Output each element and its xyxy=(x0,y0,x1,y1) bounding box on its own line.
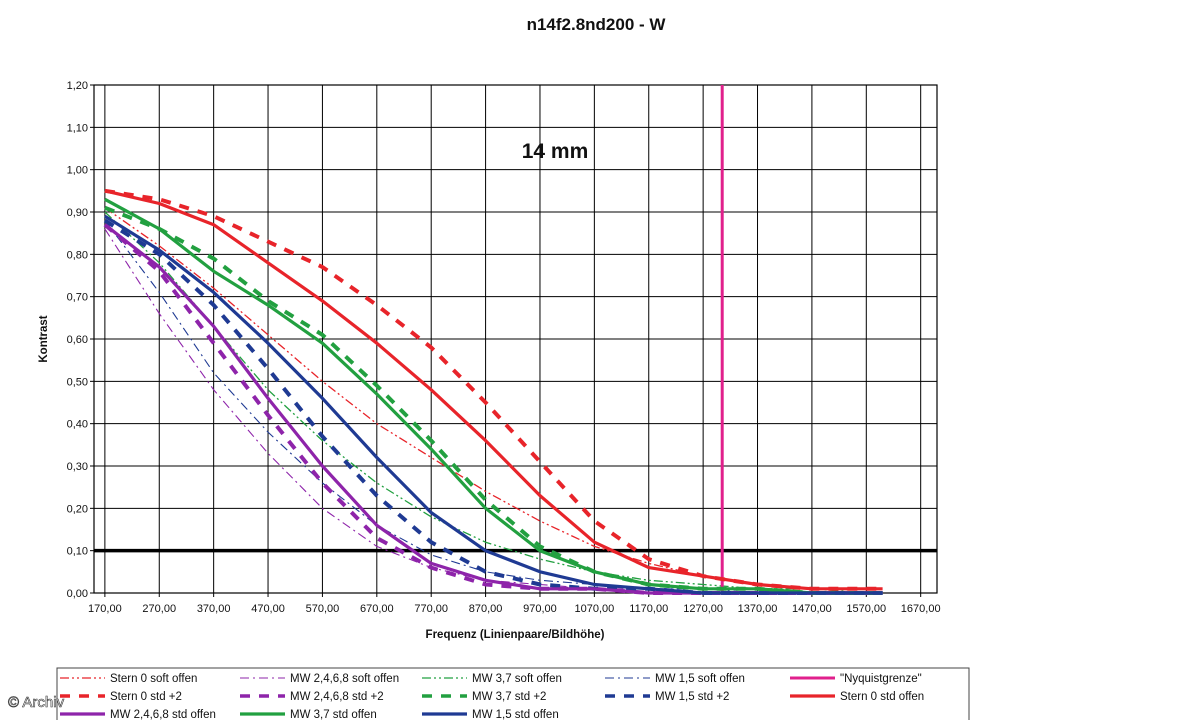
y-tick-label: 1,10 xyxy=(67,122,88,134)
legend-label: MW 3,7 std +2 xyxy=(472,691,546,703)
legend-label: MW 3,7 soft offen xyxy=(472,673,562,685)
series-line-1 xyxy=(104,228,883,594)
y-tick-label: 0,00 xyxy=(67,588,88,600)
x-tick-label: 1170,00 xyxy=(629,603,668,615)
watermark: © Archiv xyxy=(8,694,65,711)
tick-labels: 0,00 0,10 0,20 0,30 0,40 0,50 0,60 0,70 0,80 0,90… xyxy=(67,80,941,615)
series-line-12 xyxy=(104,214,883,595)
x-tick-label: 1470,00 xyxy=(792,603,832,615)
y-tick-label: 0,10 xyxy=(67,546,88,558)
x-tick-label: 770,00 xyxy=(414,603,448,615)
series-line-6 xyxy=(103,223,883,595)
x-tick-label: 1370,00 xyxy=(738,603,778,615)
series-lines xyxy=(103,85,883,595)
y-tick-label: 1,20 xyxy=(67,80,88,92)
series-line-7 xyxy=(104,205,883,595)
x-tick-label: 370,00 xyxy=(197,603,231,615)
x-tick-label: 1570,00 xyxy=(846,603,886,615)
y-tick-label: 0,40 xyxy=(67,419,88,431)
x-tick-label: 470,00 xyxy=(251,603,285,615)
series-line-9 xyxy=(104,189,883,591)
legend-label: MW 1,5 soft offen xyxy=(655,673,745,685)
legend-label: MW 1,5 std offen xyxy=(472,709,559,720)
y-axis-label: Kontrast xyxy=(38,315,50,362)
y-tick-label: 0,60 xyxy=(67,334,88,346)
legend-label: MW 2,4,6,8 soft offen xyxy=(290,673,399,685)
y-tick-label: 0,30 xyxy=(67,461,88,473)
legend-label: MW 2,4,6,8 std offen xyxy=(110,709,216,720)
x-tick-label: 1070,00 xyxy=(574,603,614,615)
series-line-10 xyxy=(103,223,883,595)
x-tick-label: 270,00 xyxy=(142,603,176,615)
x-tick-label: 670,00 xyxy=(360,603,394,615)
chart-title: n14f2.8nd200 - W xyxy=(527,15,667,34)
y-tick-label: 0,20 xyxy=(67,503,88,515)
legend-label: MW 2,4,6,8 std +2 xyxy=(290,691,384,703)
y-tick-label: 0,50 xyxy=(67,376,88,388)
legend-label: Stern 0 soft offen xyxy=(110,673,197,685)
x-tick-label: 1270,00 xyxy=(683,603,723,615)
x-tick-label: 1670,00 xyxy=(901,603,941,615)
series-line-5 xyxy=(104,188,883,591)
legend-label: Stern 0 std offen xyxy=(840,691,924,703)
x-axis-label: Frequenz (Linienpaare/Bildhöhe) xyxy=(426,629,605,641)
y-tick-label: 1,00 xyxy=(67,165,88,177)
grid xyxy=(90,84,938,597)
legend-label: Stern 0 std +2 xyxy=(110,691,182,703)
x-tick-label: 870,00 xyxy=(469,603,503,615)
x-tick-label: 570,00 xyxy=(306,603,340,615)
y-tick-label: 0,90 xyxy=(67,207,88,219)
x-tick-label: 970,00 xyxy=(523,603,557,615)
y-tick-label: 0,80 xyxy=(67,249,88,261)
series-line-0 xyxy=(104,207,883,590)
legend: Stern 0 soft offen MW 2,4,6,8 soft offen M… xyxy=(56,667,970,720)
legend-label: "Nyquistgrenze" xyxy=(840,673,922,685)
focal-length-annotation: 14 mm xyxy=(522,140,589,163)
legend-label: MW 3,7 std offen xyxy=(290,709,377,720)
y-tick-label: 0,70 xyxy=(67,292,88,304)
series-line-11 xyxy=(104,197,883,595)
legend-label: MW 1,5 std +2 xyxy=(655,691,729,703)
x-tick-label: 170,00 xyxy=(88,603,122,615)
series-line-2 xyxy=(104,211,883,594)
